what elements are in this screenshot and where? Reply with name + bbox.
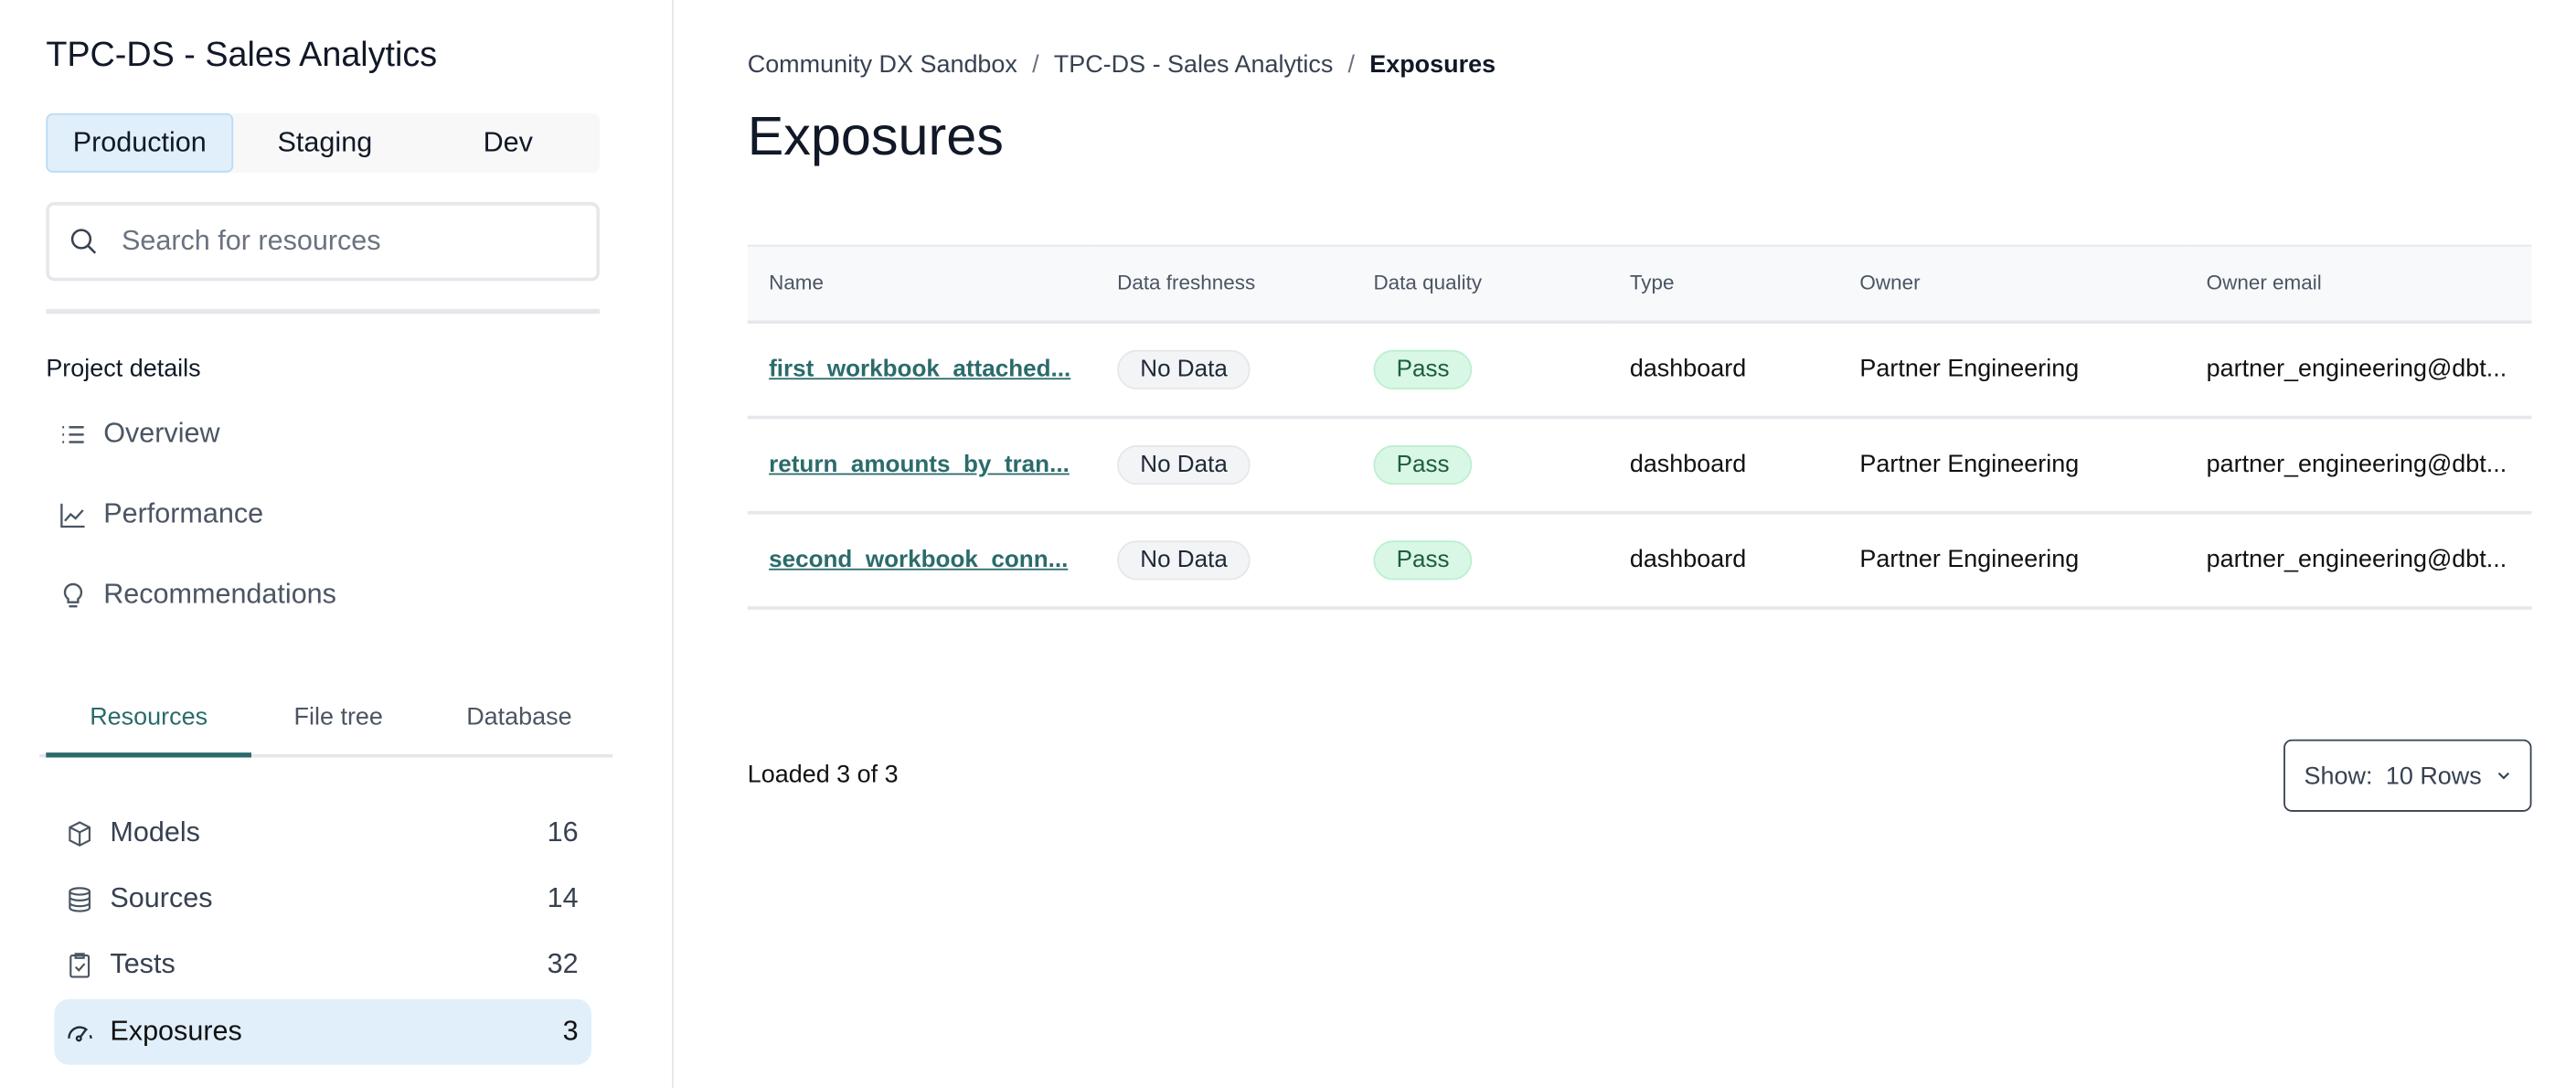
quality-badge: Pass <box>1373 444 1473 485</box>
resource-count: 32 <box>547 947 579 980</box>
freshness-badge: No Data <box>1117 444 1251 485</box>
table-row[interactable]: return_amounts_by_tran... No Data Pass dash… <box>747 416 2532 514</box>
exposure-link[interactable]: second_workbook_conn... <box>769 547 1069 574</box>
env-dev[interactable]: Dev <box>483 126 533 158</box>
cell-text: Partner Engineering <box>1859 355 2080 383</box>
breadcrumb-item[interactable]: Community DX Sandbox <box>747 50 1017 80</box>
cell: No Data <box>1095 511 1353 609</box>
lightbulb-icon <box>63 581 83 607</box>
sidebar: TPC-DS - Sales Analytics Production Stag… <box>0 0 674 1088</box>
cell: Partner Engineering <box>1838 321 2186 419</box>
nav-overview[interactable]: Overview <box>59 417 220 450</box>
nav-label: Performance <box>103 497 264 529</box>
column-header[interactable]: Data quality <box>1352 244 1609 324</box>
resource-label: Models <box>110 816 200 848</box>
exposures-table: Name Data freshness Data quality Type Owner O… <box>747 244 2532 609</box>
nav-label: Recommendations <box>103 578 336 610</box>
resource-models[interactable]: Models 16 <box>54 800 591 866</box>
database-icon <box>69 886 91 912</box>
cell: Pass <box>1352 321 1609 419</box>
breadcrumb: Community DX Sandbox / TPC-DS - Sales Ana… <box>748 51 1496 80</box>
page-title: Exposures <box>747 105 1004 166</box>
list-icon <box>62 425 84 443</box>
resource-label: Exposures <box>110 1015 242 1047</box>
project-details-heading: Project details <box>46 355 201 383</box>
gauge-icon <box>68 1025 92 1041</box>
show-value: 10 Rows <box>2385 762 2482 790</box>
column-header[interactable]: Type <box>1608 244 1839 324</box>
chevron-down-icon <box>2496 772 2509 780</box>
cell: dashboard <box>1608 511 1839 609</box>
search-input[interactable] <box>121 225 549 259</box>
cell: first_workbook_attached... <box>747 321 1096 419</box>
cell-text: partner_engineering@dbt... <box>2206 450 2507 478</box>
chart-line-icon <box>60 502 85 528</box>
exposure-link[interactable]: first_workbook_attached... <box>769 356 1071 383</box>
nav-label: Overview <box>103 417 220 449</box>
project-title: TPC-DS - Sales Analytics <box>46 36 438 74</box>
column-header[interactable]: Name <box>747 244 1096 324</box>
sidebar-tabs: Resources File tree Database <box>39 690 613 758</box>
resource-count: 16 <box>547 816 579 848</box>
quality-badge: Pass <box>1373 539 1473 580</box>
freshness-badge: No Data <box>1117 348 1251 389</box>
show-label: Show: <box>2304 762 2373 790</box>
loaded-count: Loaded 3 of 3 <box>747 761 899 789</box>
cell: Partner Engineering <box>1838 511 2186 609</box>
environment-switcher: Production Staging Dev <box>46 113 600 173</box>
nav-recommendations[interactable]: Recommendations <box>59 579 336 612</box>
cell: second_workbook_conn... <box>747 511 1096 609</box>
table-row[interactable]: first_workbook_attached... No Data Pass das… <box>747 321 2532 419</box>
cell: dashboard <box>1608 321 1839 419</box>
cube-icon <box>69 820 91 846</box>
cell-text: Partner Engineering <box>1859 545 2080 574</box>
divider <box>46 308 600 315</box>
nav-performance[interactable]: Performance <box>59 498 263 531</box>
breadcrumb-separator: / <box>1032 50 1039 80</box>
column-header[interactable]: Owner <box>1838 244 2186 324</box>
search-box <box>46 202 600 282</box>
cell: return_amounts_by_tran... <box>747 416 1096 514</box>
cell-text: partner_engineering@dbt... <box>2206 545 2507 574</box>
resource-tests[interactable]: Tests 32 <box>54 932 591 997</box>
resource-label: Sources <box>110 882 213 914</box>
breadcrumb-separator: / <box>1347 50 1356 80</box>
breadcrumb-current: Exposures <box>1369 50 1496 80</box>
tab-database[interactable]: Database <box>466 703 572 731</box>
cell-text: partner_engineering@dbt... <box>2206 355 2507 383</box>
cell-text: dashboard <box>1629 450 1747 478</box>
freshness-badge: No Data <box>1117 539 1251 580</box>
resource-count: 14 <box>547 882 579 914</box>
cell: No Data <box>1095 321 1353 419</box>
resource-sources[interactable]: Sources 14 <box>54 866 591 932</box>
search-icon <box>70 229 97 254</box>
env-production[interactable]: Production <box>46 113 234 173</box>
cell-text: dashboard <box>1629 355 1747 383</box>
clipboard-check-icon <box>69 952 90 977</box>
cell: Pass <box>1352 511 1609 609</box>
cell: Pass <box>1352 416 1609 514</box>
exposure-link[interactable]: return_amounts_by_tran... <box>769 452 1070 478</box>
cell-text: Partner Engineering <box>1859 450 2080 478</box>
cell: Partner Engineering <box>1838 416 2186 514</box>
cell: partner_engineering@dbt... <box>2185 321 2532 419</box>
cell-text: dashboard <box>1629 545 1747 574</box>
cell: partner_engineering@dbt... <box>2185 416 2532 514</box>
tab-resources[interactable]: Resources <box>46 690 251 758</box>
breadcrumb-item[interactable]: TPC-DS - Sales Analytics <box>1053 50 1334 80</box>
column-header[interactable]: Data freshness <box>1095 244 1353 324</box>
quality-badge: Pass <box>1373 348 1473 389</box>
resource-exposures[interactable]: Exposures 3 <box>54 998 591 1065</box>
column-header[interactable]: Owner email <box>2185 244 2532 324</box>
cell: dashboard <box>1608 416 1839 514</box>
table-row[interactable]: second_workbook_conn... No Data Pass dashbo… <box>747 511 2532 609</box>
table-header: Name Data freshness Data quality Type Owner O… <box>747 244 2532 324</box>
cell: No Data <box>1095 416 1353 514</box>
env-staging[interactable]: Staging <box>277 126 373 158</box>
tab-file-tree[interactable]: File tree <box>293 703 383 731</box>
resource-label: Tests <box>110 947 176 980</box>
cell: partner_engineering@dbt... <box>2185 511 2532 609</box>
resource-count: 3 <box>562 1015 579 1047</box>
rows-per-page-select[interactable]: Show: 10 Rows <box>2283 739 2532 812</box>
